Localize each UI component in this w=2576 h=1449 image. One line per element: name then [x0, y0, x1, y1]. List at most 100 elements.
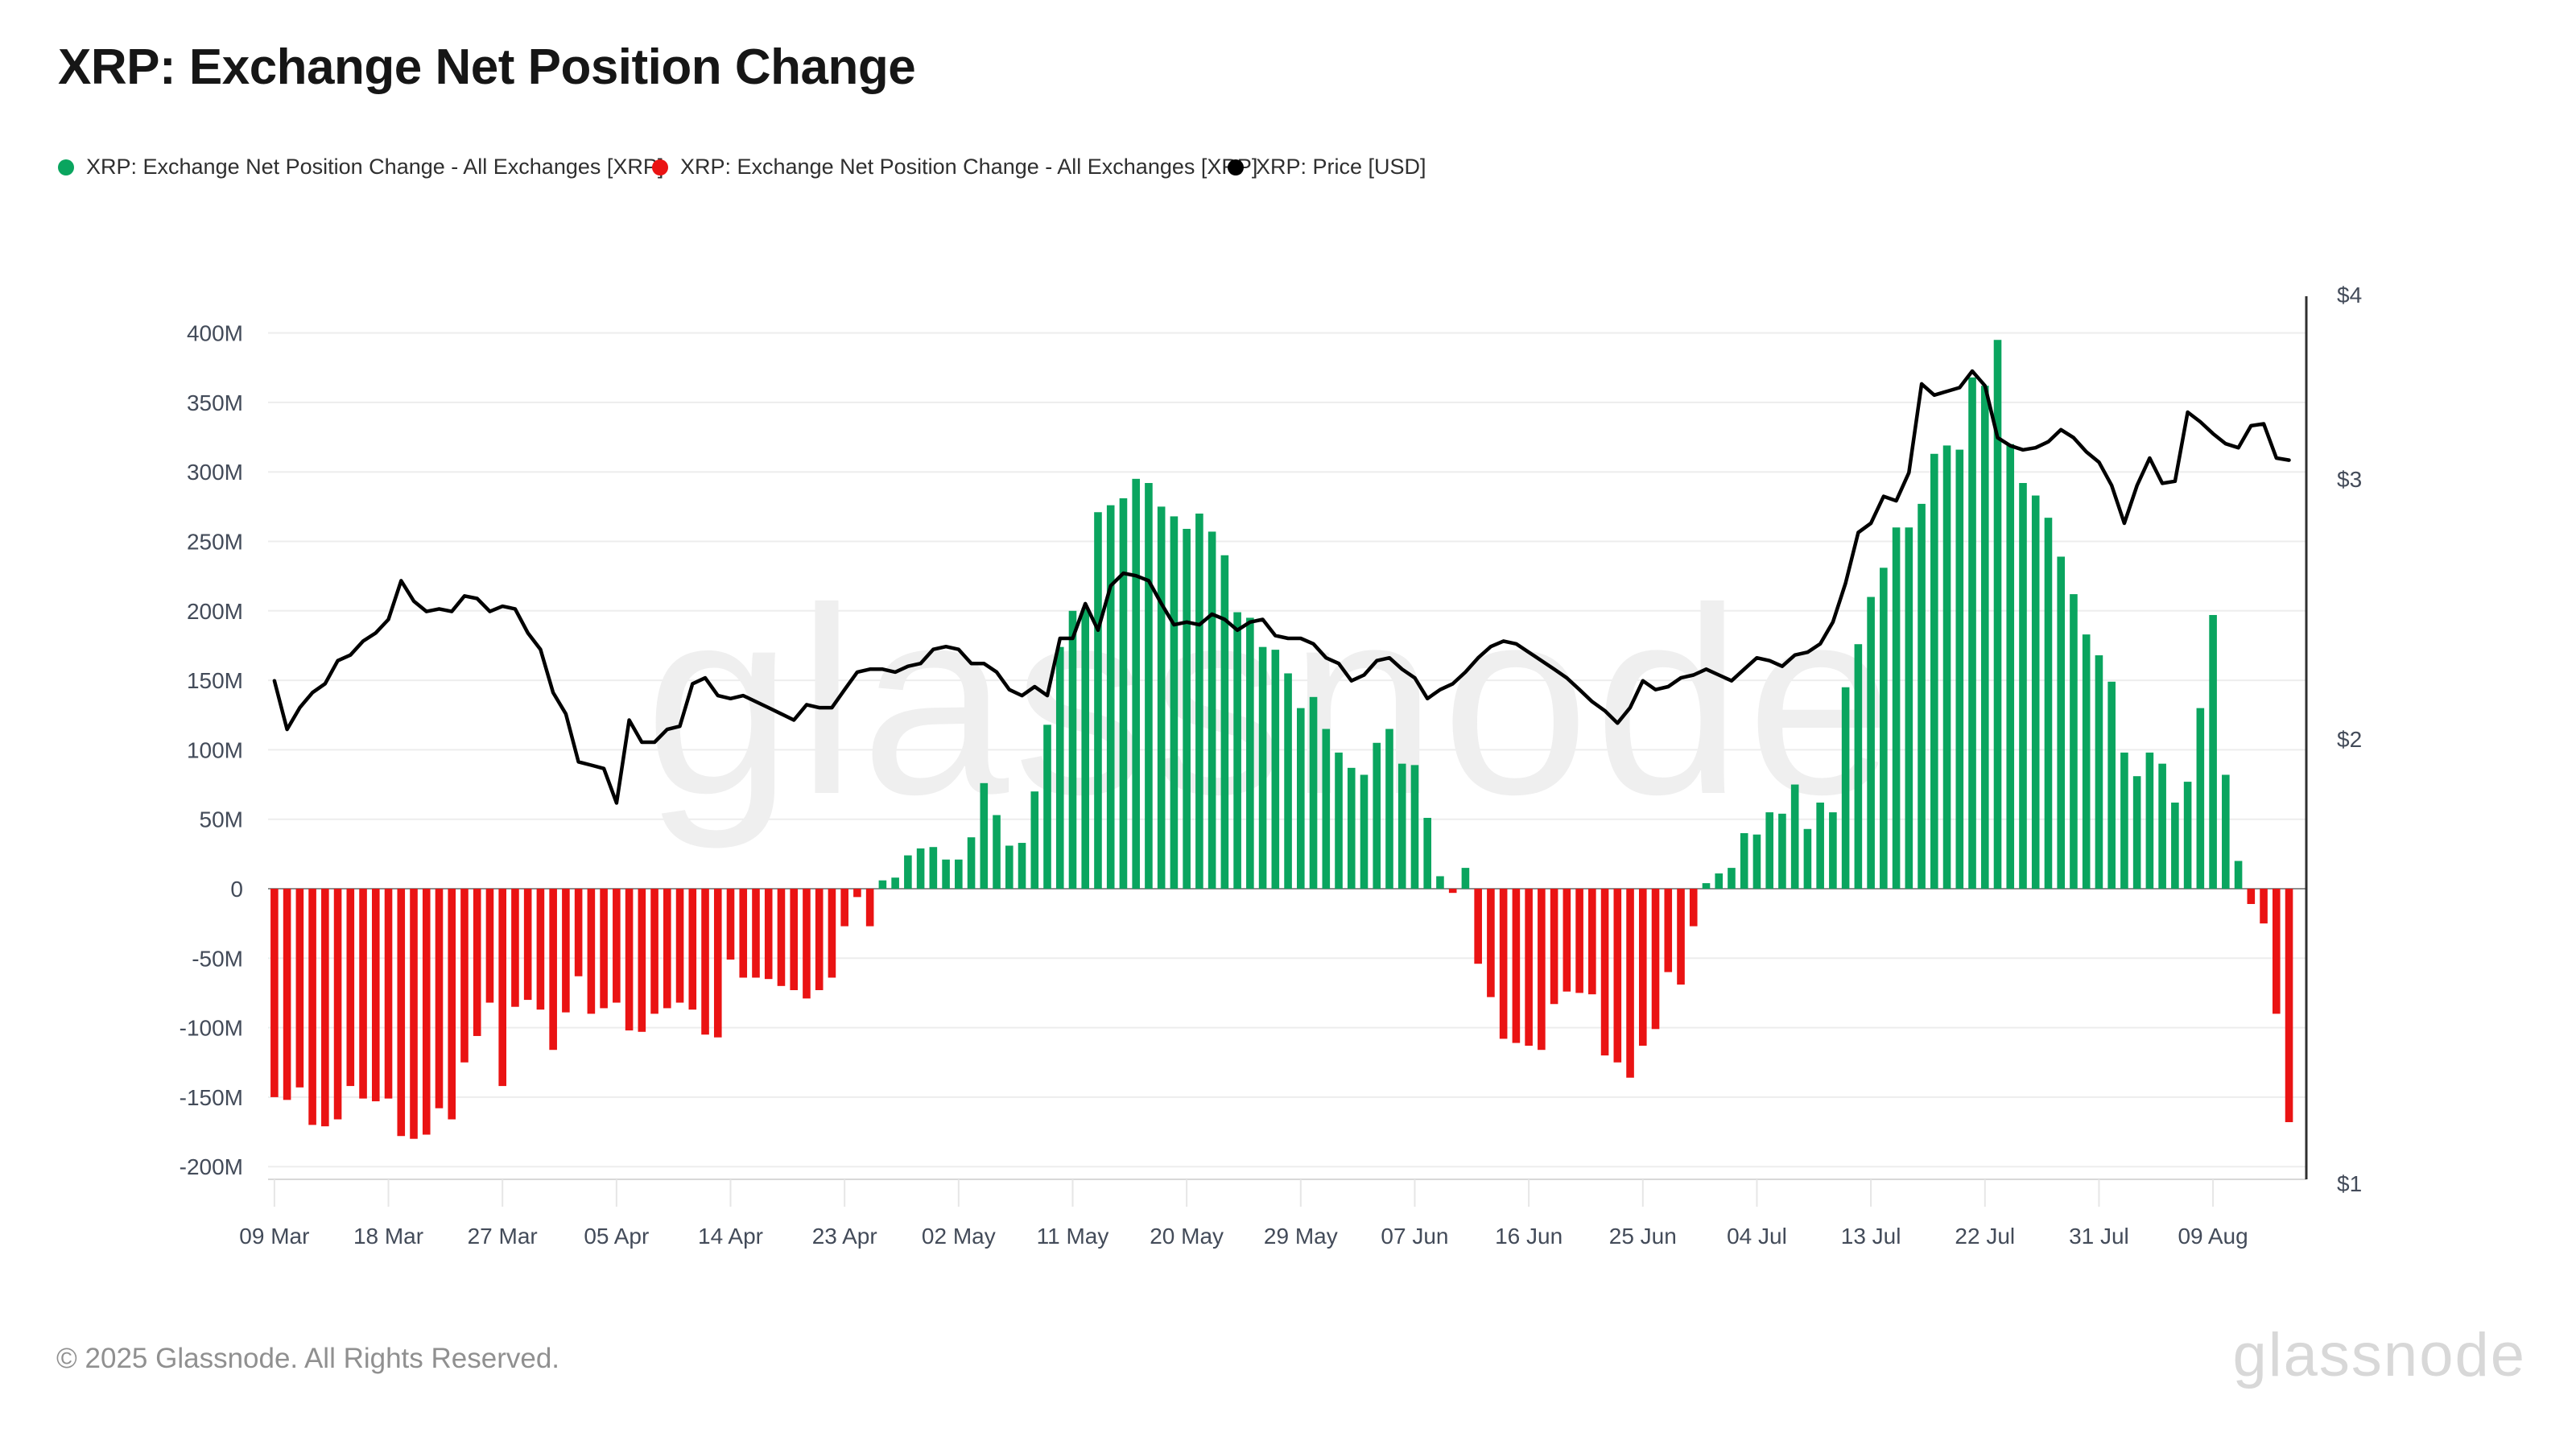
net-position-bar[interactable] — [713, 889, 722, 1038]
net-position-bar[interactable] — [840, 889, 848, 927]
net-position-bar[interactable] — [904, 855, 912, 889]
net-position-bar[interactable] — [1968, 377, 1976, 889]
net-position-bar[interactable] — [980, 782, 989, 889]
net-position-bar[interactable] — [371, 889, 380, 1102]
net-position-bar[interactable] — [2019, 483, 2027, 889]
net-position-bar[interactable] — [764, 889, 773, 980]
net-position-bar[interactable] — [2209, 614, 2217, 889]
net-position-bar[interactable] — [1588, 889, 1596, 995]
net-position-bar[interactable] — [1740, 832, 1748, 889]
net-position-bar[interactable] — [2031, 495, 2040, 889]
net-position-bar[interactable] — [333, 889, 342, 1120]
net-position-bar[interactable] — [1728, 868, 1736, 889]
net-position-bar[interactable] — [1702, 883, 1711, 889]
net-position-bar[interactable] — [270, 889, 279, 1097]
net-position-bar[interactable] — [942, 859, 950, 889]
net-position-bar[interactable] — [448, 889, 456, 1120]
net-position-bar[interactable] — [803, 889, 811, 999]
net-position-bar[interactable] — [1880, 568, 1888, 889]
glassnode-logo[interactable]: glassnode — [2232, 1321, 2526, 1389]
net-position-bar[interactable] — [993, 815, 1001, 889]
net-position-bar[interactable] — [1626, 889, 1634, 1078]
net-position-bar[interactable] — [1664, 889, 1673, 972]
net-position-bar[interactable] — [321, 889, 329, 1127]
net-position-bar[interactable] — [435, 889, 444, 1108]
net-position-bar[interactable] — [1752, 834, 1761, 889]
net-position-bar[interactable] — [1322, 729, 1331, 889]
net-position-bar[interactable] — [625, 889, 634, 1031]
net-position-bar[interactable] — [308, 889, 316, 1125]
net-position-bar[interactable] — [1055, 646, 1064, 889]
net-position-bar[interactable] — [1803, 828, 1812, 889]
net-position-bar[interactable] — [1841, 687, 1850, 889]
net-position-bar[interactable] — [2158, 763, 2166, 889]
net-position-bar[interactable] — [1512, 889, 1521, 1043]
net-position-bar[interactable] — [2222, 774, 2230, 889]
net-position-bar[interactable] — [1258, 646, 1267, 889]
price-line[interactable] — [272, 369, 2291, 805]
net-position-bar[interactable] — [1081, 608, 1090, 889]
net-position-bar[interactable] — [485, 889, 494, 1003]
net-position-bar[interactable] — [498, 889, 506, 1087]
net-position-bar[interactable] — [726, 889, 735, 960]
net-position-bar[interactable] — [1284, 673, 1292, 889]
net-position-bar[interactable] — [1448, 889, 1457, 894]
net-position-bar[interactable] — [2260, 889, 2268, 924]
net-position-bar[interactable] — [815, 889, 824, 990]
net-position-bar[interactable] — [1638, 889, 1647, 1046]
net-position-bar[interactable] — [701, 889, 709, 1035]
net-position-bar[interactable] — [397, 889, 406, 1137]
net-position-bar[interactable] — [878, 880, 887, 889]
net-position-bar[interactable] — [384, 889, 393, 1099]
net-position-bar[interactable] — [1955, 449, 1964, 889]
net-position-bar[interactable] — [1980, 386, 1989, 889]
net-position-bar[interactable] — [1043, 724, 1051, 889]
net-position-bar[interactable] — [675, 889, 684, 1003]
net-position-bar[interactable] — [1563, 889, 1571, 992]
net-position-bar[interactable] — [2057, 556, 2066, 889]
net-position-bar[interactable] — [2070, 594, 2078, 889]
net-position-bar[interactable] — [1715, 873, 1724, 889]
net-position-bar[interactable] — [1309, 696, 1318, 889]
net-position-bar[interactable] — [460, 889, 469, 1063]
net-position-bar[interactable] — [891, 877, 899, 889]
net-position-bar[interactable] — [1385, 729, 1393, 889]
net-position-bar[interactable] — [967, 837, 976, 889]
net-position-bar[interactable] — [1018, 843, 1026, 889]
net-position-bar[interactable] — [1829, 812, 1837, 889]
net-position-bar[interactable] — [2234, 861, 2243, 889]
net-position-bar[interactable] — [1538, 889, 1546, 1051]
net-position-bar[interactable] — [1410, 765, 1419, 889]
net-position-bar[interactable] — [2196, 708, 2205, 889]
net-position-bar[interactable] — [1297, 708, 1305, 889]
net-position-bar[interactable] — [1677, 889, 1685, 985]
net-position-bar[interactable] — [613, 889, 621, 1003]
net-position-bar[interactable] — [1271, 650, 1280, 889]
net-position-bar[interactable] — [650, 889, 658, 1014]
net-position-bar[interactable] — [638, 889, 646, 1032]
net-position-bar[interactable] — [1918, 503, 1926, 889]
net-position-bar[interactable] — [574, 889, 583, 976]
net-position-bar[interactable] — [1005, 845, 1013, 889]
net-position-bar[interactable] — [1867, 597, 1875, 889]
net-position-bar[interactable] — [2095, 655, 2103, 889]
net-position-bar[interactable] — [828, 889, 836, 978]
net-position-bar[interactable] — [1246, 617, 1254, 889]
net-position-bar[interactable] — [1575, 889, 1583, 993]
net-position-bar[interactable] — [916, 848, 925, 889]
net-position-bar[interactable] — [1930, 453, 1938, 889]
net-position-bar[interactable] — [1942, 445, 1951, 889]
net-position-bar[interactable] — [1170, 516, 1179, 889]
net-position-bar[interactable] — [1132, 478, 1140, 889]
net-position-bar[interactable] — [1145, 483, 1153, 889]
net-position-bar[interactable] — [1461, 868, 1470, 889]
net-position-bar[interactable] — [2082, 634, 2091, 889]
net-position-bar[interactable] — [587, 889, 596, 1014]
net-position-bar[interactable] — [1220, 555, 1229, 889]
net-position-bar[interactable] — [739, 889, 748, 978]
net-position-bar[interactable] — [1195, 513, 1203, 889]
net-position-bar[interactable] — [1905, 527, 1913, 889]
net-position-bar[interactable] — [1360, 774, 1368, 889]
net-position-bar[interactable] — [1157, 506, 1166, 889]
